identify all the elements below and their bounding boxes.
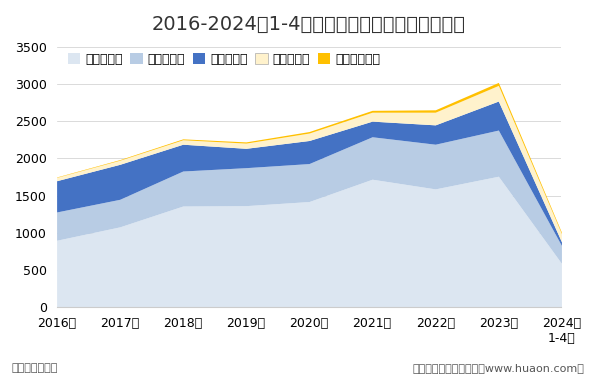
Legend: 火力发电量, 核能发电量, 水力发电量, 风力发电量, 太阳能发电量: 火力发电量, 核能发电量, 水力发电量, 风力发电量, 太阳能发电量 <box>63 48 386 71</box>
Text: 单位：亿千瓦时: 单位：亿千瓦时 <box>12 363 58 373</box>
Text: 制图：华经产业研究院（www.huaon.com）: 制图：华经产业研究院（www.huaon.com） <box>412 363 584 373</box>
Title: 2016-2024年1-4月福建省各发电类型发电量统计: 2016-2024年1-4月福建省各发电类型发电量统计 <box>152 15 466 34</box>
